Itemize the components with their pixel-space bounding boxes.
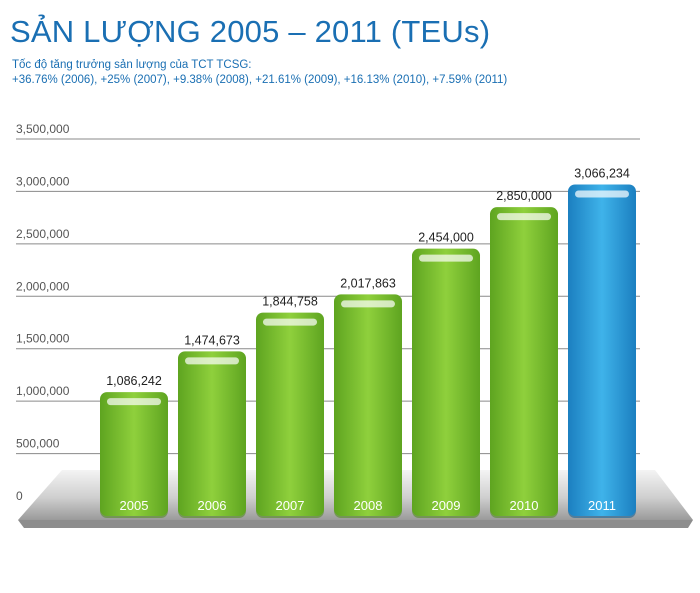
bar-value-label: 1,474,673 [184,333,240,347]
y-tick-label: 3,000,000 [16,174,70,188]
y-tick-label: 500,000 [16,437,60,451]
bar-gloss [107,398,161,406]
bar-body [334,294,402,516]
chart-floor-edge [18,520,693,528]
bar-value-label: 1,844,758 [262,295,318,309]
x-category-label: 2010 [510,498,539,513]
y-tick-label: 1,000,000 [16,384,70,398]
subtitle-line-1: Tốc độ tăng trưởng sản lượng của TCT TCS… [12,59,252,71]
x-category-label: 2006 [198,498,227,513]
y-tick-label: 0 [16,489,23,503]
bar-value-label: 2,454,000 [418,231,474,245]
bar-gloss [419,254,473,262]
bar-body [412,248,480,516]
x-category-label: 2007 [276,498,305,513]
bar-gloss [341,300,395,308]
bar-gloss [263,318,317,326]
bar-value-label: 2,850,000 [496,189,552,203]
bar-gloss [497,213,551,221]
bar-2005: 1,086,242 2005 [100,374,168,518]
bar-2008: 2,017,863 2008 [334,276,402,518]
chart-subtitle: Tốc độ tăng trưởng sản lượng của TCT TCS… [12,58,507,88]
bar-2010: 2,850,000 2010 [490,189,558,518]
bar-2009: 2,454,000 2009 [412,231,480,518]
x-category-label: 2005 [120,498,149,513]
bar-2007: 1,844,758 2007 [256,295,324,518]
bar-body [100,392,168,516]
bar-2011: 3,066,234 2011 [568,166,636,518]
y-tick-label: 2,500,000 [16,227,70,241]
subtitle-line-2: +36.76% (2006), +25% (2007), +9.38% (200… [12,74,508,86]
bar-value-label: 2,017,863 [340,276,396,290]
x-category-label: 2011 [588,498,616,513]
x-category-label: 2009 [432,498,461,513]
bar-value-label: 3,066,234 [574,166,630,180]
y-tick-label: 1,500,000 [16,332,70,346]
y-tick-label: 3,500,000 [16,122,70,136]
y-tick-label: 2,000,000 [16,279,70,293]
chart-title: SẢN LƯỢNG 2005 – 2011 (TEUs) [10,14,491,49]
bar-body [568,184,636,516]
bar-body [256,312,324,516]
x-category-label: 2008 [354,498,383,513]
bar-gloss [185,357,239,365]
bar-gloss [575,190,629,198]
bar-value-label: 1,086,242 [106,374,162,388]
bar-2006: 1,474,673 2006 [178,333,246,518]
bar-body [178,351,246,516]
bar-body [490,207,558,516]
